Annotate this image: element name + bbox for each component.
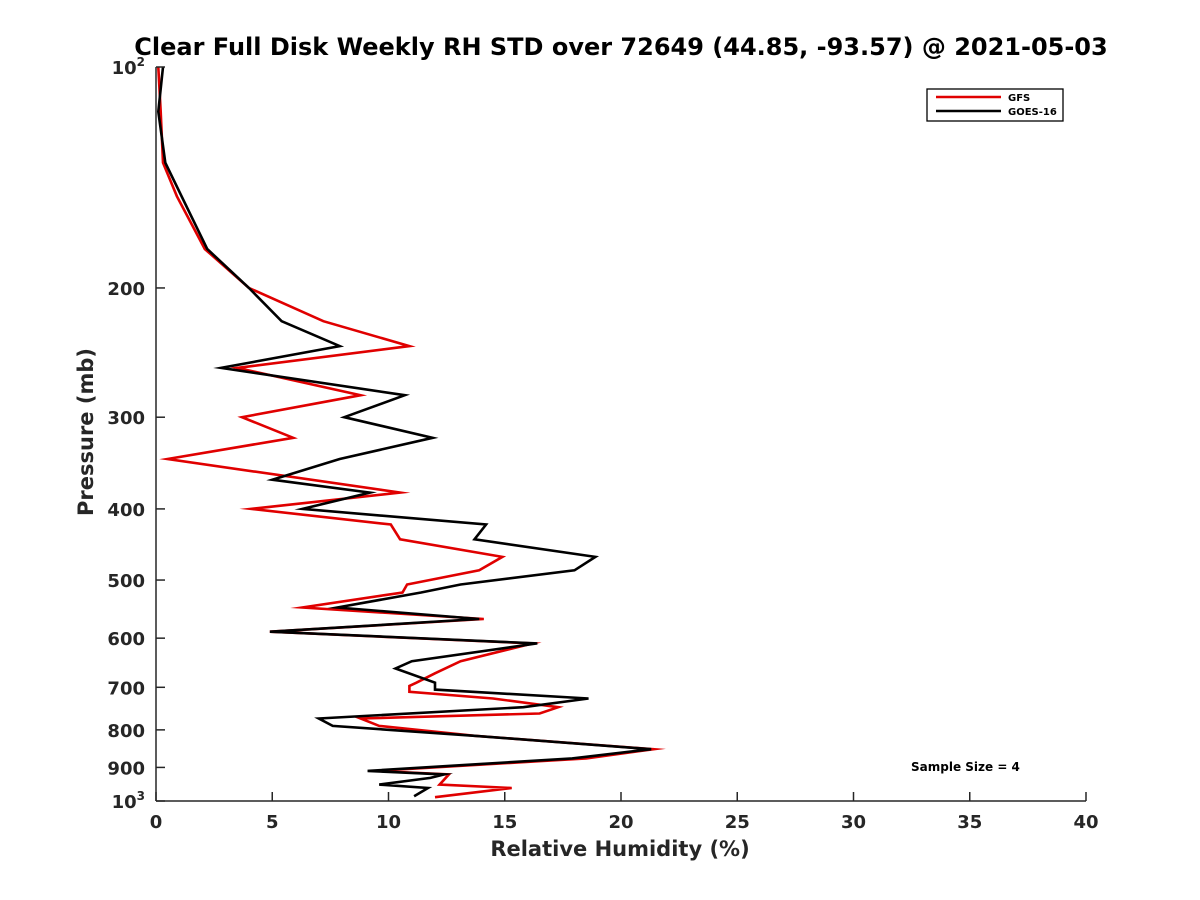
y-tick-label: 400 [107, 500, 145, 521]
y-tick-label: 900 [107, 758, 145, 779]
x-axis-label: Relative Humidity (%) [490, 837, 749, 861]
y-tick-label: 800 [107, 721, 145, 742]
x-tick-label: 5 [266, 812, 279, 833]
y-tick-label: 500 [107, 571, 145, 592]
series-line-goes-16 [156, 66, 652, 798]
x-tick-label: 30 [841, 812, 866, 833]
x-tick-label: 0 [150, 812, 163, 833]
x-tick-label: 35 [957, 812, 982, 833]
sample-size-annotation: Sample Size = 4 [911, 760, 1020, 774]
x-tick-label: 20 [608, 812, 633, 833]
legend-label: GFS [1008, 93, 1030, 104]
x-tick-label: 25 [725, 812, 750, 833]
y-axis-label: Pressure (mb) [74, 348, 98, 516]
y-tick-label: 102 [112, 55, 145, 79]
x-tick-label: 15 [492, 812, 517, 833]
legend-box [926, 88, 1064, 122]
x-tick-label: 40 [1073, 812, 1098, 833]
x-tick-label: 10 [376, 812, 401, 833]
legend: GFS GOES-16 [926, 88, 1064, 122]
axes: 0 5 10 15 20 25 30 35 40 102 200 300 400 500 600 700 800… [107, 55, 1098, 833]
y-tick-label: 103 [112, 789, 145, 813]
y-tick-label: 600 [107, 629, 145, 650]
y-tick-label: 300 [107, 408, 145, 429]
y-tick-label: 700 [107, 678, 145, 699]
chart-title: Clear Full Disk Weekly RH STD over 72649… [134, 33, 1107, 61]
legend-label: GOES-16 [1008, 107, 1057, 118]
plot-area [156, 66, 666, 799]
y-tick-label: 200 [107, 279, 145, 300]
